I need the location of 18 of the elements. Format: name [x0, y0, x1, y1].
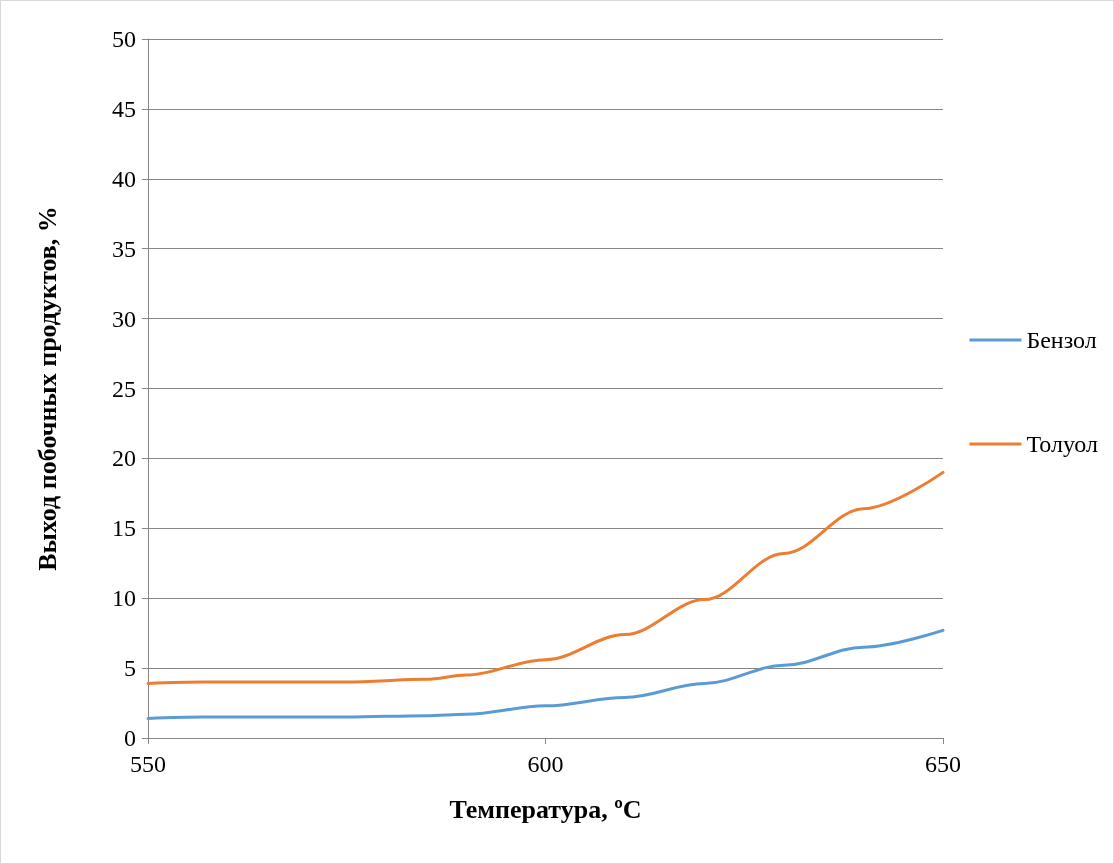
x-tick-label: 650 — [925, 751, 961, 777]
y-tick-label: 10 — [112, 585, 136, 612]
x-tick-label: 600 — [527, 751, 564, 777]
y-tick-label: 0 — [124, 725, 136, 751]
legend-label: Толуол — [1026, 431, 1099, 457]
y-axis-title: Выход побочных продуктов, % — [32, 206, 62, 571]
y-tick-label: 45 — [112, 95, 136, 122]
x-tick-label: 550 — [130, 751, 166, 777]
y-tick-label: 5 — [124, 655, 136, 682]
y-tick-label: 40 — [112, 165, 136, 192]
x-axis-title: Температура, ºC — [449, 794, 642, 824]
y-tick-label: 35 — [112, 235, 136, 262]
y-tick-label: 50 — [112, 26, 136, 52]
y-tick-label: 30 — [112, 305, 136, 332]
y-tick-label: 25 — [112, 375, 136, 402]
y-tick-label: 20 — [112, 445, 136, 472]
legend-label: Бензол — [1026, 327, 1097, 353]
y-tick-label: 15 — [112, 515, 136, 542]
